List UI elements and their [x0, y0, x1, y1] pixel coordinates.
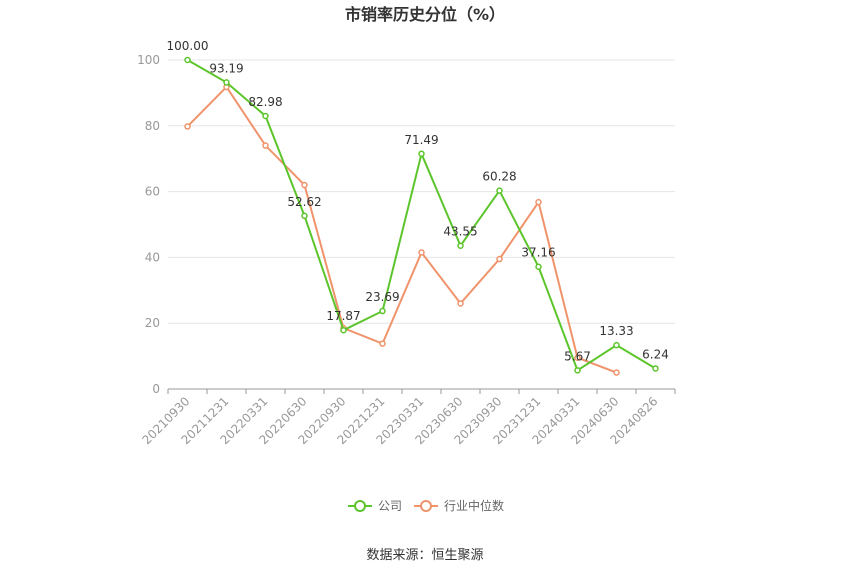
data-label: 23.69	[365, 290, 399, 304]
y-tick-label: 20	[145, 316, 160, 330]
data-point	[301, 181, 308, 189]
series-line-1	[186, 85, 617, 374]
data-point	[652, 365, 659, 372]
y-tick-label: 100	[137, 53, 160, 67]
data-point	[574, 367, 581, 374]
data-point	[262, 112, 269, 120]
source-text: 数据来源：恒生聚源	[366, 548, 483, 563]
x-axis: 2021093020211231202203312022063020220930…	[140, 388, 676, 447]
data-point	[379, 340, 386, 347]
data-point	[184, 56, 191, 64]
legend-label: 公司	[378, 499, 402, 513]
legend[interactable]: 公司 行业中位数	[348, 498, 504, 513]
data-point	[613, 341, 620, 349]
data-label: 17.87	[326, 309, 360, 323]
data-label: 71.49	[404, 133, 438, 147]
data-point	[574, 354, 581, 361]
data-point	[496, 187, 503, 194]
data-point	[457, 300, 464, 307]
data-label: 100.00	[167, 39, 209, 53]
data-label: 82.98	[248, 95, 282, 109]
data-point	[262, 142, 269, 149]
data-point	[457, 242, 464, 249]
data-label: 13.33	[599, 324, 633, 338]
y-tick-label: 40	[145, 250, 160, 264]
data-point	[340, 326, 347, 334]
y-tick-label: 0	[152, 382, 160, 396]
data-point	[184, 123, 191, 130]
legend-item-0[interactable]: 公司	[348, 499, 402, 513]
data-label: 52.62	[287, 195, 321, 209]
data-label: 60.28	[482, 170, 516, 184]
grid	[168, 59, 675, 324]
data-point	[223, 79, 230, 86]
chart-title: 市销率历史分位（%）	[345, 5, 505, 24]
data-point	[535, 198, 542, 206]
data-point	[613, 369, 620, 376]
y-axis: 0 20 40 60 80 100	[137, 53, 160, 396]
data-label: 6.24	[642, 347, 669, 361]
data-point	[301, 212, 308, 220]
y-tick-label: 80	[145, 119, 160, 133]
series-group	[184, 56, 659, 376]
legend-item-1[interactable]: 行业中位数	[414, 498, 504, 513]
data-point	[418, 249, 425, 256]
data-label: 5.67	[564, 349, 591, 363]
data-label: 43.55	[443, 225, 477, 239]
data-label: 93.19	[209, 61, 243, 75]
data-point	[535, 263, 542, 270]
y-tick-label: 60	[145, 185, 160, 199]
data-point	[418, 150, 425, 158]
legend-marker	[354, 500, 366, 512]
data-label: 37.16	[521, 246, 555, 260]
legend-marker	[420, 500, 432, 512]
data-point	[496, 255, 503, 263]
data-point	[379, 307, 386, 315]
legend-label: 行业中位数	[444, 498, 504, 513]
